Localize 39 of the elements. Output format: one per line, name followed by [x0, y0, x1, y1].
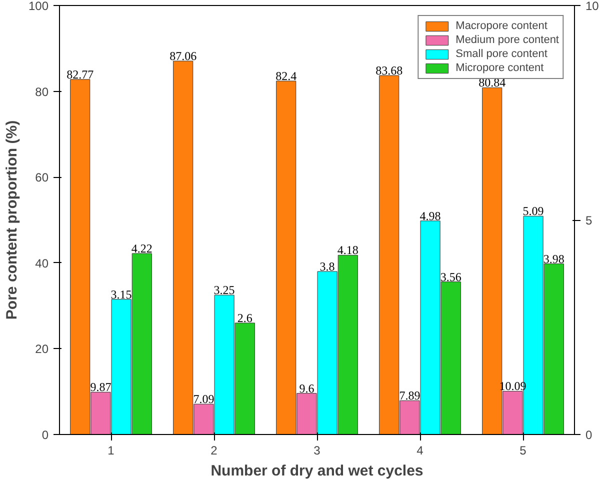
- data-label: 4.98: [420, 208, 441, 223]
- y2-tick-label: 0: [586, 428, 592, 442]
- data-label: 3.98: [543, 252, 564, 266]
- data-label: 3.56: [440, 270, 462, 284]
- data-label: 5.09: [522, 204, 544, 218]
- x-tick-label: 4: [416, 444, 424, 458]
- y-tick-label: 80: [35, 84, 49, 99]
- x-tick-label: 2: [210, 444, 218, 458]
- data-label: 9.87: [90, 380, 112, 394]
- data-label: 7.89: [399, 388, 420, 403]
- y-tick-label: 20: [35, 342, 49, 356]
- legend-label: Micropore content: [456, 62, 544, 74]
- y2-tick-label: 5: [586, 214, 592, 228]
- data-label: 82.4: [276, 69, 297, 84]
- data-label: 3.8: [320, 259, 335, 274]
- data-label: 3.15: [110, 287, 132, 302]
- x-tick-label: 1: [108, 444, 115, 458]
- data-label: 3.25: [214, 283, 235, 298]
- y2-tick-label: 10: [586, 0, 600, 13]
- data-label: 80.84: [478, 76, 506, 90]
- data-label: 2.6: [237, 310, 252, 325]
- y-tick-label: 40: [35, 256, 49, 270]
- x-tick-label: 3: [314, 444, 321, 458]
- y-axis-title: Pore content proportion (%): [3, 120, 20, 320]
- y-tick-label: 100: [28, 0, 49, 13]
- data-label: 87.06: [170, 49, 197, 64]
- data-label: 4.18: [337, 243, 358, 258]
- data-label: 4.22: [131, 241, 152, 256]
- data-label: 9.6: [299, 381, 314, 396]
- x-tick-label: 5: [520, 444, 527, 458]
- data-label: 7.09: [193, 392, 214, 406]
- data-label: 82.77: [66, 67, 94, 82]
- data-label: 83.68: [376, 64, 403, 78]
- y-tick-label: 60: [35, 170, 49, 185]
- y-tick-label: 0: [42, 428, 49, 442]
- legend-label: Small pore content: [456, 48, 548, 60]
- x-axis-title: Number of dry and wet cycles: [210, 462, 424, 480]
- legend-label: Macropore content: [456, 20, 548, 32]
- legend-label: Medium pore content: [456, 34, 559, 46]
